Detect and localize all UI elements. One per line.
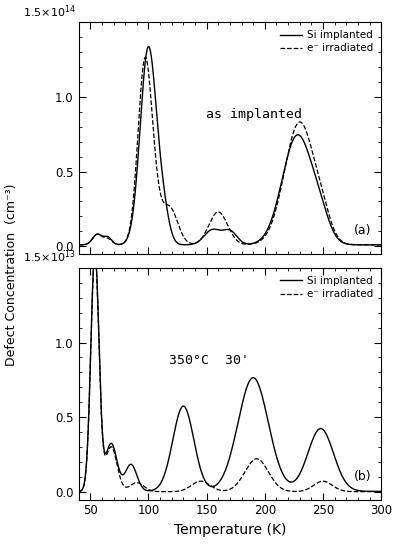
e⁻ irradiated: [340, 239, 345, 245]
Si implanted: [206, 481, 210, 488]
Line: Si implanted: Si implanted: [79, 251, 381, 491]
Si implanted: [111, 442, 116, 449]
Si implanted: [373, 242, 378, 248]
Si implanted: [129, 221, 134, 228]
Line: Si implanted: Si implanted: [79, 47, 381, 245]
e⁻ irradiated: [379, 489, 384, 495]
e⁻ irradiated: [340, 488, 345, 494]
e⁻ irradiated: [379, 242, 384, 248]
Si implanted: [76, 242, 81, 248]
Text: $1.5{\times}10^{14}$: $1.5{\times}10^{14}$: [23, 3, 75, 20]
Si implanted: [146, 43, 151, 50]
Legend: Si implanted, e⁻ irradiated: Si implanted, e⁻ irradiated: [276, 27, 376, 57]
e⁻ irradiated: [76, 242, 81, 248]
Text: $1.5{\times}10^{13}$: $1.5{\times}10^{13}$: [23, 249, 75, 265]
Si implanted: [340, 239, 345, 246]
e⁻ irradiated: [129, 216, 134, 223]
Line: e⁻ irradiated: e⁻ irradiated: [79, 57, 381, 245]
e⁻ irradiated: [129, 482, 134, 489]
e⁻ irradiated: [143, 54, 148, 60]
Si implanted: [206, 229, 210, 236]
Text: 350°C  30': 350°C 30': [169, 354, 250, 367]
Text: (a): (a): [354, 224, 372, 237]
Si implanted: [340, 474, 345, 480]
e⁻ irradiated: [193, 480, 197, 486]
Text: as implanted: as implanted: [206, 108, 302, 121]
Si implanted: [379, 488, 384, 495]
Si implanted: [111, 238, 116, 245]
Si implanted: [193, 441, 197, 447]
Si implanted: [93, 248, 97, 254]
Si implanted: [193, 240, 197, 247]
Si implanted: [129, 461, 134, 468]
Si implanted: [373, 488, 378, 495]
e⁻ irradiated: [373, 489, 378, 495]
Legend: Si implanted, e⁻ irradiated: Si implanted, e⁻ irradiated: [276, 273, 376, 302]
e⁻ irradiated: [111, 239, 116, 245]
e⁻ irradiated: [76, 488, 81, 495]
Text: (b): (b): [354, 470, 372, 483]
e⁻ irradiated: [206, 224, 210, 231]
e⁻ irradiated: [111, 446, 116, 453]
Line: e⁻ irradiated: e⁻ irradiated: [79, 254, 381, 492]
Si implanted: [379, 242, 384, 248]
Si implanted: [76, 488, 81, 495]
Text: Defect Concentration  (cm⁻³): Defect Concentration (cm⁻³): [5, 183, 18, 366]
e⁻ irradiated: [193, 240, 197, 247]
e⁻ irradiated: [373, 242, 378, 248]
e⁻ irradiated: [93, 251, 97, 257]
X-axis label: Temperature (K): Temperature (K): [174, 523, 286, 537]
e⁻ irradiated: [206, 480, 210, 487]
